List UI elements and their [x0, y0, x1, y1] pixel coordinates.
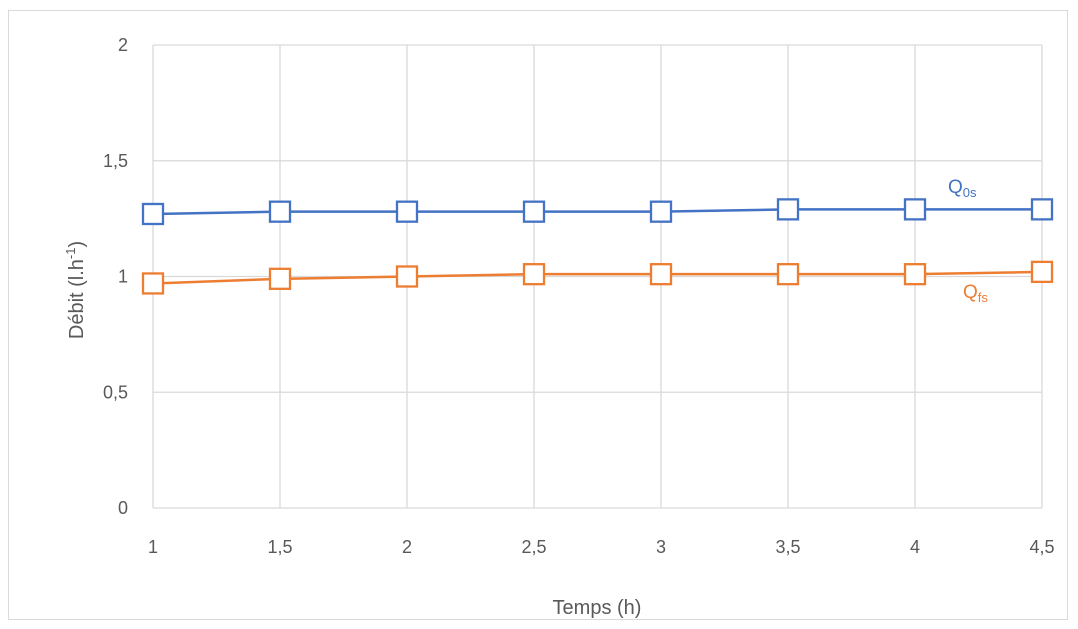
data-point-marker: [141, 202, 165, 226]
x-tick-labels: 1 1,5 2 2,5 3 3,5 4 4,5: [148, 537, 1055, 557]
y-tick-label: 1,5: [103, 151, 128, 171]
data-point-marker: [395, 200, 419, 223]
data-point-marker: [268, 267, 292, 290]
x-tick-label: 3: [656, 537, 666, 557]
x-tick-label: 3,5: [775, 537, 800, 557]
data-point-marker: [268, 200, 292, 223]
series-label-main: Q: [963, 282, 978, 303]
series-label-1: Qfs: [963, 282, 988, 305]
y-axis-title-superscript: -1: [63, 248, 78, 260]
series-label-main: Q: [948, 177, 963, 198]
x-tick-label: 2,5: [521, 537, 546, 557]
x-tick-label: 4: [910, 537, 920, 557]
data-point-marker: [649, 200, 673, 223]
data-point-marker: [522, 263, 546, 286]
data-point-marker: [776, 198, 800, 221]
data-point-marker: [522, 200, 546, 223]
series-line-1: [152, 270, 1043, 285]
data-point-marker: [141, 272, 165, 295]
data-point-marker: [776, 263, 800, 286]
data-point-marker: [903, 198, 927, 221]
x-tick-label: 2: [402, 537, 412, 557]
data-point-marker: [903, 263, 927, 286]
x-tick-label: 4,5: [1029, 537, 1054, 557]
y-tick-labels: 0 0,5 1 1,5 2: [103, 35, 128, 518]
x-axis-title: Temps (h): [553, 597, 642, 619]
y-tick-label: 1: [118, 267, 128, 287]
x-tick-label: 1,5: [267, 537, 292, 557]
y-axis-title-close: ): [66, 241, 88, 248]
y-tick-label: 2: [118, 35, 128, 55]
series-layer: [141, 198, 1054, 295]
series-label-0: Q0s: [948, 177, 977, 200]
series-label-subscript: fs: [978, 290, 989, 305]
y-tick-label: 0: [118, 498, 128, 518]
data-point-marker: [395, 265, 419, 288]
data-point-marker: [649, 263, 673, 286]
data-point-marker: [1030, 198, 1054, 221]
y-axis-title-main: Débit (l.h: [66, 259, 88, 339]
y-tick-label: 0,5: [103, 382, 128, 402]
y-axis-title: Débit (l.h-1): [63, 241, 88, 339]
data-point-marker: [1030, 260, 1054, 284]
chart-frame: [8, 10, 1068, 620]
x-tick-label: 1: [148, 537, 158, 557]
series-label-subscript: 0s: [963, 185, 977, 200]
series-line-0: [152, 208, 1042, 216]
